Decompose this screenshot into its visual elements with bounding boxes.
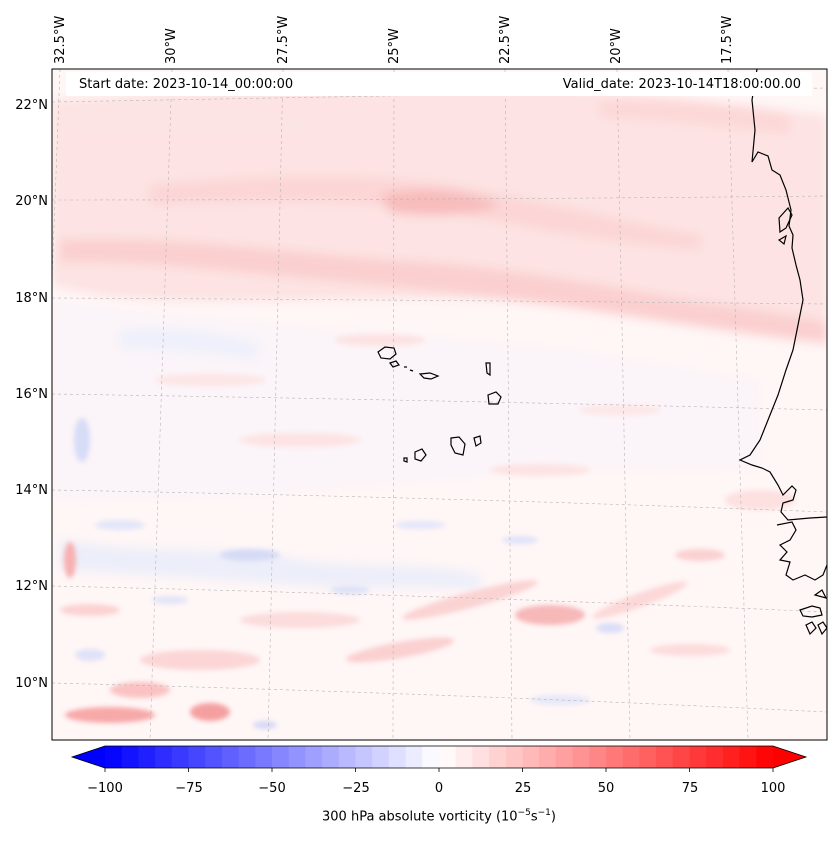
colorbar-segment — [555, 746, 573, 768]
colorbar-segment — [756, 746, 774, 768]
african-coastline — [738, 69, 827, 636]
colorbar-segment — [622, 746, 640, 768]
lon-label-30w: 30°W — [164, 28, 179, 64]
map-frame — [51, 68, 828, 741]
lon-label-17-5w: 17.5°W — [720, 15, 735, 64]
lon-label-32-5w: 32.5°W — [53, 15, 68, 64]
colorbar-segment — [355, 746, 373, 768]
colorbar-segment — [706, 746, 724, 768]
lat-label-10n: 10°N — [15, 676, 48, 691]
colorbar-segment — [372, 746, 390, 768]
colorbar-segment — [722, 746, 740, 768]
lat-label-20n: 20°N — [15, 194, 48, 209]
colorbar-segment — [572, 746, 590, 768]
vorticity-field — [52, 69, 827, 740]
colorbar-segment — [388, 746, 406, 768]
colorbar-tick-label: −50 — [258, 781, 286, 796]
colorbar-tick-label: 25 — [514, 781, 532, 796]
header-strip — [66, 72, 812, 96]
colorbar-segment — [639, 746, 657, 768]
start-date-label: Start date: 2023-10-14_00:00:00 — [79, 77, 294, 92]
colorbar-segment — [138, 746, 156, 768]
colorbar-segment — [121, 746, 139, 768]
lon-label-25w: 25°W — [387, 28, 402, 64]
valid-date-label: Valid_date: 2023-10-14T18:00:00.00 — [562, 77, 801, 92]
colorbar-segment — [155, 746, 173, 768]
lat-label-18n: 18°N — [15, 291, 48, 306]
colorbar-segment — [338, 746, 356, 768]
colorbar-segment — [105, 746, 123, 768]
colorbar-segment — [439, 746, 457, 768]
colorbar-segment — [606, 746, 624, 768]
colorbar-extend-high — [773, 746, 806, 768]
colorbar-segment — [305, 746, 323, 768]
colorbar-tick-label: −75 — [175, 781, 203, 796]
colorbar-segment — [221, 746, 239, 768]
graticule — [52, 69, 827, 740]
colorbar-segment — [272, 746, 290, 768]
lon-label-22-5w: 22.5°W — [498, 15, 513, 64]
colorbar-tick-label: 100 — [760, 781, 786, 796]
colorbar-segment — [689, 746, 707, 768]
lat-label-14n: 14°N — [15, 483, 48, 498]
colorbar-tick-label: 0 — [434, 781, 444, 796]
lon-label-27-5w: 27.5°W — [276, 15, 291, 64]
colorbar-segment — [539, 746, 557, 768]
colorbar-segment — [422, 746, 440, 768]
colorbar-segment — [505, 746, 523, 768]
colorbar-segment — [656, 746, 674, 768]
colorbar-tick-label: 75 — [681, 781, 699, 796]
cape-verde-islands — [377, 346, 502, 463]
colorbar-segment — [455, 746, 473, 768]
colorbar-segment — [405, 746, 423, 768]
colorbar-segment — [188, 746, 206, 768]
colorbar-tick-label: −25 — [342, 781, 370, 796]
colorbar-segment — [171, 746, 189, 768]
colorbar-segment — [739, 746, 757, 768]
colorbar — [70, 745, 808, 772]
colorbar-segment — [288, 746, 306, 768]
colorbar-segment — [205, 746, 223, 768]
colorbar-extend-low — [72, 746, 105, 768]
lat-label-16n: 16°N — [15, 387, 48, 402]
lat-label-22n: 22°N — [15, 98, 48, 113]
colorbar-segment — [255, 746, 273, 768]
lon-label-20w: 20°W — [609, 28, 624, 64]
colorbar-segment — [322, 746, 340, 768]
colorbar-segment — [472, 746, 490, 768]
colorbar-segment — [522, 746, 540, 768]
colorbar-segment — [489, 746, 507, 768]
colorbar-title: 300 hPa absolute vorticity (10−5s−1) — [322, 808, 556, 825]
colorbar-segment — [589, 746, 607, 768]
colorbar-tick-label: −100 — [87, 781, 123, 796]
colorbar-tick-label: 50 — [597, 781, 615, 796]
lat-label-12n: 12°N — [15, 579, 48, 594]
colorbar-segment — [238, 746, 256, 768]
colorbar-segment — [672, 746, 690, 768]
